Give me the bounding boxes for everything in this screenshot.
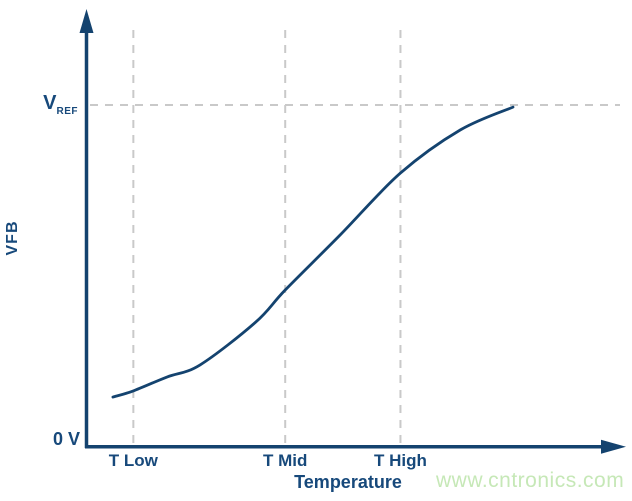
- x-axis-label: Temperature: [294, 472, 402, 492]
- vref-label-main: V: [43, 92, 57, 114]
- x-tick-t-high: T High: [373, 451, 427, 470]
- x-tick-t-low: T Low: [108, 451, 158, 470]
- y-axis-arrow-icon: [79, 9, 94, 33]
- vfb-curve: [111, 105, 515, 399]
- axes: [79, 9, 626, 454]
- vref-label-subscript: REF: [56, 106, 78, 117]
- zero-volt-label: 0 V: [52, 429, 80, 449]
- x-tick-t-mid: T Mid: [263, 451, 308, 470]
- y-axis-label: VFB: [4, 220, 21, 256]
- x-axis-arrow-icon: [601, 439, 626, 454]
- vref-label: VREF: [28, 92, 78, 117]
- gridlines: [90, 30, 620, 446]
- watermark: www.cntronics.com: [436, 469, 625, 492]
